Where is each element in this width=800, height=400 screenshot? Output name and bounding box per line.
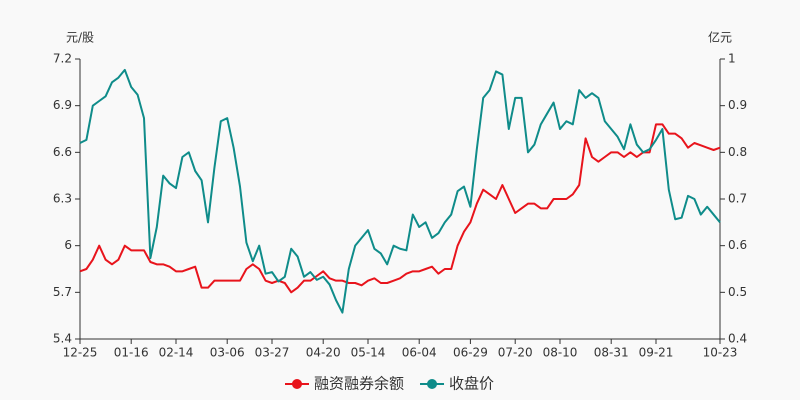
y-tick-label: 6.3 [53,192,72,206]
x-tick-label: 06-29 [453,346,488,360]
legend-marker [427,379,438,389]
y-tick-label: 6 [64,238,72,252]
y-axis-unit: 元/股 [66,31,94,45]
x-tick-label: 03-06 [210,346,245,360]
y2-tick-label: 0.7 [728,192,747,206]
legend-label: 收盘价 [449,375,494,393]
series-line [79,68,721,314]
y-tick-label: 5.7 [53,285,72,299]
y-tick-label: 5.4 [53,332,72,346]
legend-marker [292,379,302,389]
y2-tick-label: 0.9 [728,98,747,112]
y-tick-label: 7.2 [53,52,72,66]
x-tick-label: 07-20 [498,346,533,360]
series-line [79,123,721,294]
y2-tick-label: 0.5 [728,285,747,299]
x-tick-label: 05-14 [351,346,386,360]
x-tick-label: 02-14 [159,346,194,360]
y-tick-label: 6.6 [53,145,72,159]
y2-tick-label: 0.6 [728,238,747,252]
x-tick-label: 09-21 [639,346,674,360]
x-tick-label: 08-10 [543,346,578,360]
y2-axis-unit: 亿元 [708,30,732,45]
x-tick-label: 04-20 [306,346,341,360]
y2-tick-label: 0.8 [728,145,747,159]
y2-tick-label: 1 [728,52,736,66]
x-tick-label: 12-25 [63,346,98,360]
x-tick-label: 01-16 [114,346,149,360]
x-tick-label: 03-27 [255,346,290,360]
x-tick-label: 08-31 [594,346,629,360]
x-tick-label: 06-04 [402,346,437,360]
legend-label: 融资融券余额 [314,375,404,393]
y2-tick-label: 0.4 [728,332,747,346]
y-tick-label: 6.9 [53,98,72,112]
x-tick-label: 10-23 [703,346,738,360]
